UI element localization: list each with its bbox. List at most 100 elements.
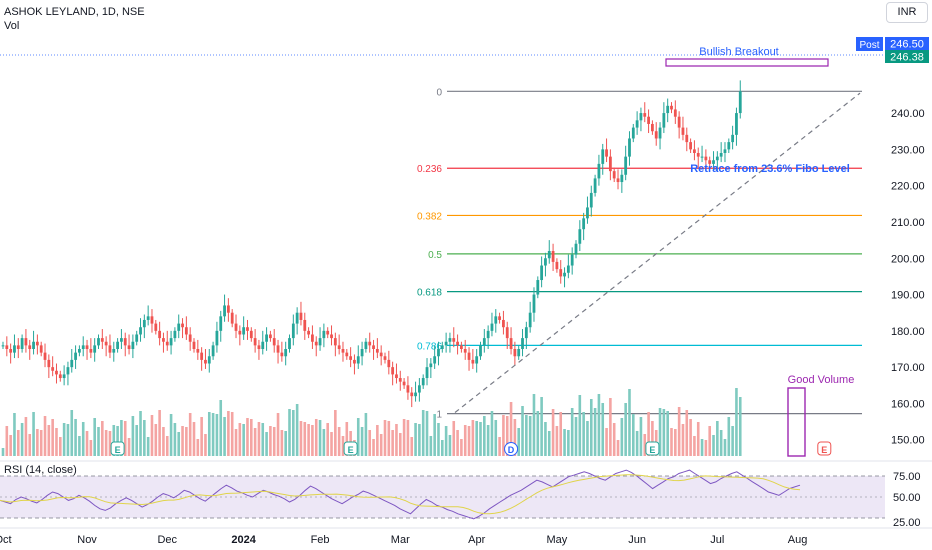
volume-bar bbox=[292, 410, 295, 456]
volume-bar bbox=[517, 428, 520, 456]
volume-bar bbox=[547, 431, 551, 456]
candle-body bbox=[536, 280, 540, 295]
candle-body bbox=[540, 265, 544, 281]
volume-bar bbox=[123, 421, 127, 456]
candle-body bbox=[460, 345, 463, 349]
volume-bar bbox=[169, 414, 173, 456]
currency-button[interactable]: INR bbox=[886, 2, 928, 23]
candle-body bbox=[708, 160, 712, 164]
time-tick-label: 2024 bbox=[231, 534, 256, 546]
candle-body bbox=[673, 109, 677, 117]
volume-bar bbox=[219, 400, 223, 456]
volume-bar bbox=[467, 426, 471, 456]
candle-body bbox=[631, 127, 635, 139]
candle-body bbox=[150, 316, 154, 324]
volume-bar bbox=[288, 409, 291, 456]
candle-body bbox=[32, 341, 35, 349]
volume-bar bbox=[406, 420, 410, 456]
candle-body bbox=[28, 345, 32, 349]
candle-body bbox=[24, 338, 28, 346]
volume-bar bbox=[490, 411, 494, 456]
volume-bar bbox=[395, 424, 398, 456]
volume-bar bbox=[597, 394, 601, 456]
volume-bar bbox=[624, 403, 627, 456]
volume-bar bbox=[238, 423, 242, 456]
candle-body bbox=[226, 305, 230, 313]
time-tick-label: Aug bbox=[788, 534, 808, 546]
candle-body bbox=[379, 352, 383, 357]
volume-bar bbox=[158, 410, 161, 456]
price-tick-label: 240.00 bbox=[891, 108, 925, 120]
candle-body bbox=[78, 349, 81, 353]
last-price-value: 246.38 bbox=[890, 52, 924, 64]
volume-bar bbox=[670, 428, 673, 456]
candle-body bbox=[738, 91, 742, 114]
event-letter: E bbox=[821, 445, 827, 455]
volume-bar bbox=[276, 413, 280, 456]
candle-body bbox=[719, 153, 723, 157]
volume-highlight-box bbox=[787, 387, 806, 457]
candle-body bbox=[162, 338, 165, 342]
volume-bar bbox=[47, 425, 51, 456]
candle-body bbox=[269, 334, 272, 339]
rsi-tick-label: 25.00 bbox=[893, 517, 921, 529]
volume-bar bbox=[391, 430, 394, 456]
candle-body bbox=[184, 327, 188, 335]
candle-body bbox=[395, 374, 398, 379]
volume-bar bbox=[460, 439, 463, 456]
volume-bar bbox=[227, 411, 230, 456]
event-letter: E bbox=[649, 445, 655, 455]
candle-body bbox=[314, 341, 318, 346]
candle-body bbox=[70, 359, 74, 368]
candle-body bbox=[230, 312, 234, 324]
volume-bar bbox=[314, 419, 318, 456]
candle-body bbox=[169, 338, 173, 346]
candle-body bbox=[410, 392, 414, 397]
volume-bar bbox=[257, 422, 261, 456]
volume-bar bbox=[299, 421, 303, 456]
earnings-marker bbox=[343, 441, 358, 456]
volume-bar bbox=[181, 426, 184, 456]
volume-bar bbox=[574, 417, 578, 456]
price-tick-label: 150.00 bbox=[891, 435, 925, 447]
volume-bar bbox=[43, 416, 47, 456]
earnings-marker bbox=[110, 441, 125, 456]
candle-body bbox=[509, 338, 513, 349]
candle-body bbox=[43, 352, 47, 360]
candle-body bbox=[89, 349, 93, 353]
volume-bar bbox=[632, 414, 635, 456]
candle-body bbox=[677, 116, 681, 128]
candle-body bbox=[597, 163, 601, 179]
volume-bar bbox=[716, 421, 719, 456]
candle-body bbox=[375, 349, 379, 353]
volume-bar bbox=[421, 410, 425, 456]
symbol-title[interactable]: ASHOK LEYLAND, 1D, NSE bbox=[4, 6, 145, 18]
candle-body bbox=[685, 134, 689, 143]
candle-body bbox=[311, 334, 314, 342]
breakout-annotation: Bullish Breakout bbox=[699, 46, 779, 58]
volume-bar bbox=[536, 411, 540, 456]
candle-body bbox=[482, 338, 486, 346]
candle-body bbox=[391, 367, 395, 375]
candle-body bbox=[517, 349, 521, 357]
volume-bar bbox=[1, 448, 5, 456]
volume-bar bbox=[418, 424, 421, 456]
volume-bar bbox=[376, 425, 379, 456]
candle-body bbox=[559, 269, 563, 277]
event-letter: D bbox=[508, 445, 515, 455]
candle-body bbox=[108, 345, 112, 353]
volume-bar bbox=[387, 421, 391, 456]
volume-bar bbox=[253, 428, 257, 456]
volume-bar bbox=[269, 426, 272, 456]
volume-bar bbox=[589, 399, 593, 456]
volume-bar bbox=[307, 424, 310, 456]
candle-body bbox=[406, 385, 410, 393]
volume-bar bbox=[372, 439, 375, 456]
candle-body bbox=[253, 338, 257, 346]
price-tick-label: 230.00 bbox=[891, 144, 925, 156]
rsi-tick-label: 75.00 bbox=[893, 471, 921, 483]
candle-body bbox=[452, 338, 456, 342]
candle-body bbox=[467, 352, 471, 360]
candle-body bbox=[276, 345, 280, 353]
